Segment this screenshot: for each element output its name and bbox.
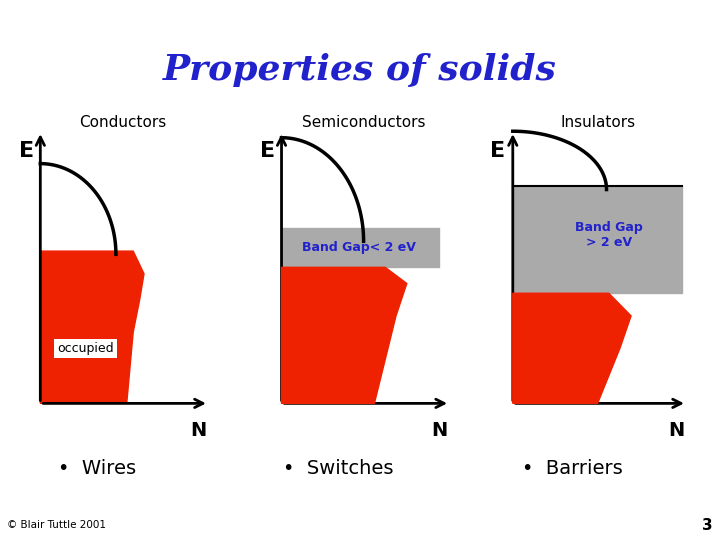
Text: •  Switches: • Switches [283,459,394,478]
Text: •  Wires: • Wires [58,459,136,478]
Polygon shape [282,267,407,403]
Text: N: N [668,421,685,440]
Text: © Blair Tuttle 2001: © Blair Tuttle 2001 [7,520,107,530]
Text: E: E [19,141,34,161]
Text: Conductors: Conductors [78,115,166,130]
Text: Band Gap
> 2 eV: Band Gap > 2 eV [575,221,643,249]
Text: occupied: occupied [58,342,114,355]
Text: N: N [190,421,207,440]
Polygon shape [40,251,144,403]
Text: E: E [490,141,505,161]
Text: Semiconductors: Semiconductors [302,115,426,130]
Text: 3: 3 [702,518,713,532]
Text: N: N [431,421,448,440]
Polygon shape [513,186,683,293]
Text: Band Gap< 2 eV: Band Gap< 2 eV [302,241,416,254]
Text: Insulators: Insulators [560,115,635,130]
Polygon shape [282,228,439,267]
Text: Computational Materials Science: Computational Materials Science [219,16,501,30]
Text: •  Barriers: • Barriers [522,459,623,478]
Polygon shape [513,293,631,403]
Text: PSU – Erie: PSU – Erie [7,16,86,30]
Text: 2001: 2001 [674,16,713,30]
Text: Properties of solids: Properties of solids [163,53,557,87]
Text: E: E [260,141,275,161]
